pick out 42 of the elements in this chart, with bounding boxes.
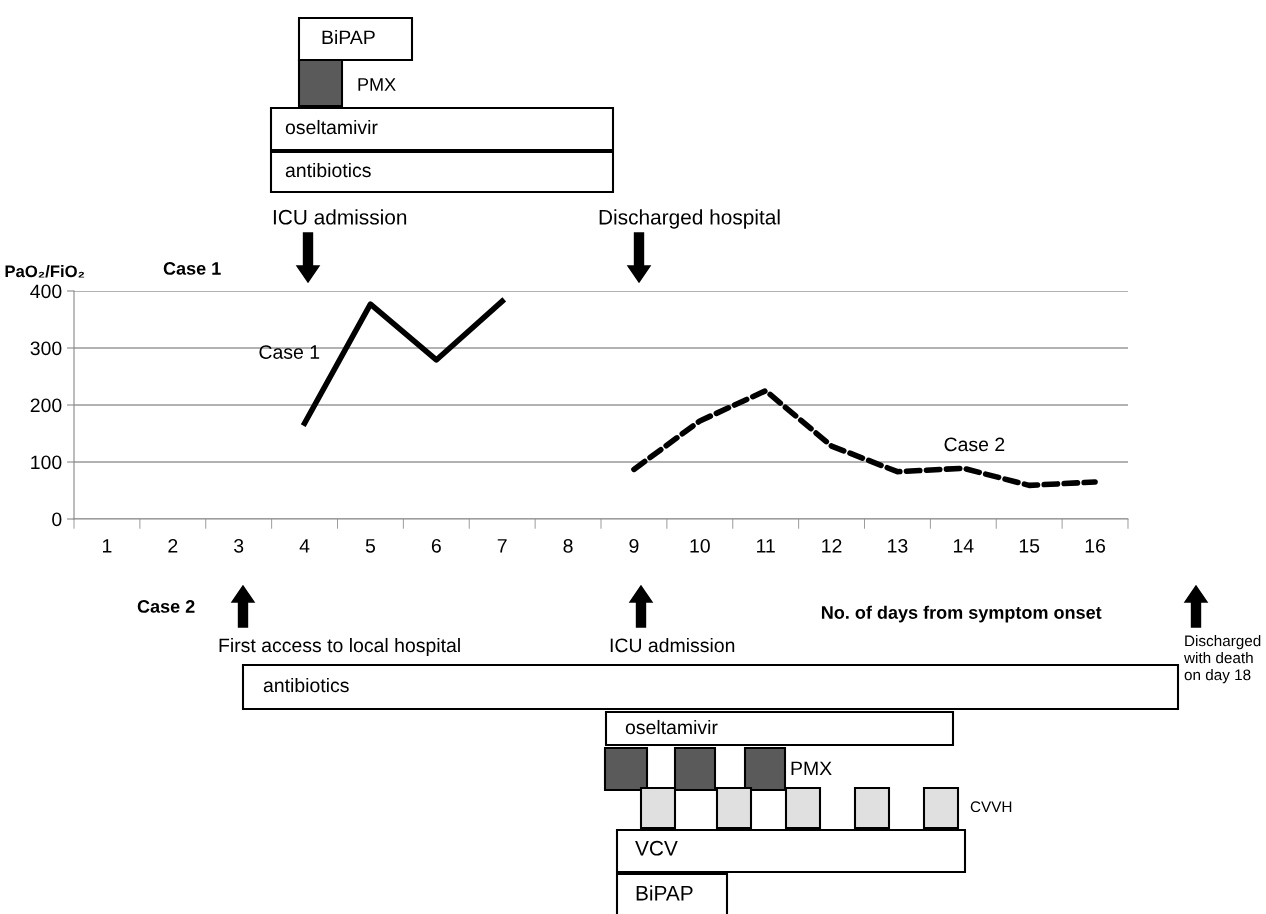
x-tick-label: 6: [431, 538, 441, 553]
x-tick-label: 15: [1019, 539, 1040, 553]
x-tick-label: 3: [234, 538, 244, 553]
text: Discharged hospital: [599, 209, 780, 229]
text: BiPAP: [636, 885, 693, 901]
x-tick-label: 11: [757, 539, 775, 553]
x-tick-label: 14: [953, 539, 974, 553]
text: VCV: [635, 840, 678, 856]
x-tick-label: 12: [822, 538, 842, 553]
x-tick-label: 2: [168, 538, 178, 553]
x-axis-title: No. of days from symptom onset: [821, 605, 1102, 623]
text: antibiotics: [263, 677, 349, 693]
y-tick-label: 200: [30, 398, 62, 413]
text: Discharged with death on day 18: [1183, 635, 1261, 684]
x-tick-label: 8: [563, 538, 573, 553]
text: First access to local hospital: [219, 637, 460, 657]
text: oseltamivir: [625, 719, 718, 735]
text: BiPAP: [322, 29, 375, 45]
text: ICU admission: [273, 209, 407, 225]
x-tick-label: 10: [690, 538, 710, 553]
x-tick-label: 16: [1085, 538, 1106, 553]
text: CVVH: [970, 801, 1012, 813]
series-label: Case 2: [944, 437, 1005, 452]
x-tick-label: 7: [497, 539, 507, 553]
text: Case 2: [137, 600, 195, 613]
y-tick-label: 300: [30, 341, 62, 356]
x-tick-label: 13: [888, 538, 908, 553]
y-tick-label: 100: [31, 455, 62, 470]
y-tick-label: 400: [30, 284, 62, 299]
text: ICU admission: [610, 637, 735, 653]
x-tick-label: 1: [103, 539, 112, 553]
series-label: Case 1: [259, 345, 320, 359]
text: Case 1: [163, 262, 221, 275]
text: antibiotics: [285, 162, 371, 178]
y-tick-label: 0: [52, 512, 62, 527]
x-tick-label: 9: [629, 538, 639, 553]
text: PMX: [791, 761, 832, 776]
text: PMX: [358, 78, 396, 91]
x-tick-label: 5: [365, 539, 376, 553]
x-tick-label: 4: [299, 539, 310, 553]
text: oseltamivir: [285, 119, 378, 135]
y-axis-title: PaO₂/FiO₂: [5, 264, 85, 278]
